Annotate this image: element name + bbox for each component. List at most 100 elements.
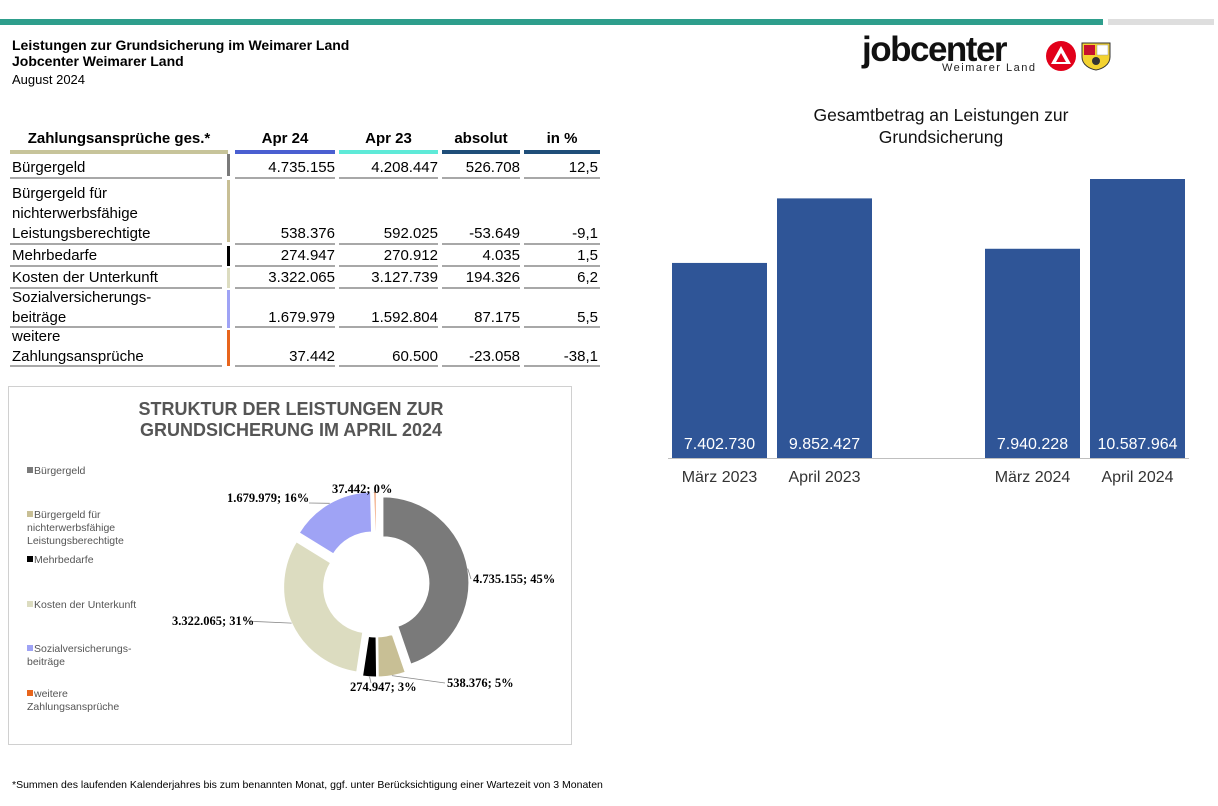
legend-label: Bürgergeld für — [34, 509, 101, 521]
cell-apr23: 4.208.447 — [371, 159, 438, 176]
row-divider — [339, 365, 438, 367]
cell-pct: 6,2 — [577, 269, 598, 286]
row-label-line: nichterwerbsfähige — [12, 205, 138, 222]
cell-apr24: 37.442 — [289, 348, 335, 365]
leader-line — [369, 676, 372, 684]
donut-slice — [373, 490, 377, 532]
row-divider — [442, 287, 520, 289]
bar — [672, 262, 767, 458]
table-header-apr23: Apr 23 — [365, 130, 412, 147]
report-date: August 2024 — [12, 72, 86, 87]
row-divider — [524, 265, 600, 267]
row-divider — [524, 243, 600, 245]
row-divider — [339, 326, 438, 328]
row-marker-weitere — [227, 330, 230, 366]
row-divider — [524, 365, 600, 367]
bar-value-label: 10.587.964 — [1097, 436, 1177, 453]
row-divider — [235, 287, 335, 289]
row-marker-nichterwerbsfaehige — [227, 180, 230, 242]
donut-chart — [243, 490, 472, 684]
bar — [1090, 179, 1185, 458]
cell-absolut: -53.649 — [469, 225, 520, 242]
donut-slice — [382, 496, 470, 665]
donut-slice — [298, 491, 373, 555]
donut-slice — [283, 541, 364, 673]
donut-chart-panel: STRUKTUR DER LEISTUNGEN ZUR GRUNDSICHERU… — [8, 386, 572, 745]
row-marker-unterkunft — [227, 268, 230, 288]
logo-wordmark: jobcenter — [862, 30, 1008, 69]
row-divider — [442, 265, 520, 267]
row-marker-mehrbedarfe — [227, 246, 230, 266]
table-header-pct: in % — [546, 130, 578, 147]
row-divider — [10, 177, 222, 179]
table-header-absolut: absolut — [454, 130, 508, 147]
cell-absolut: 194.326 — [465, 269, 520, 286]
leader-line — [243, 620, 292, 624]
cell-apr23: 270.912 — [383, 247, 438, 264]
legend-swatch — [27, 645, 33, 651]
header-bar-apr24 — [235, 150, 335, 154]
bar-chart: 7.402.730 März 2023 9.852.427 April 2023 7.9… — [668, 179, 1189, 486]
bar-chart-title: Gesamtbetrag an Leistungen zur Grundsich… — [770, 104, 1112, 148]
cell-absolut: 4.035 — [482, 247, 520, 264]
row-divider — [442, 177, 520, 179]
legend-label: beiträge — [27, 656, 65, 668]
legend-swatch — [27, 601, 33, 607]
donut-label-buergergeld: 4.735.155; 45% — [473, 572, 556, 586]
cell-pct: -9,1 — [572, 225, 598, 242]
footnote: *Summen des laufenden Kalenderjahres bis… — [12, 779, 603, 791]
row-divider — [235, 243, 335, 245]
leader-line — [391, 675, 446, 684]
bar-value-label: 9.852.427 — [789, 436, 860, 453]
row-divider — [10, 326, 222, 328]
logo-emblem-icon — [1046, 41, 1076, 71]
row-divider — [10, 265, 222, 267]
legend-swatch — [27, 556, 33, 562]
jobcenter-logo: jobcenter Weimarer Land — [862, 30, 1114, 76]
legend-item-sozialversicherung: Sozialversicherungs- beiträge — [27, 643, 131, 669]
row-label-line: Zahlungsansprüche — [12, 348, 144, 365]
row-divider — [339, 243, 438, 245]
cell-absolut: 526.708 — [465, 159, 520, 176]
payment-claims-table: Zahlungsansprüche ges.* Apr 24 Apr 23 ab… — [10, 128, 602, 368]
cell-apr23: 1.592.804 — [371, 309, 438, 326]
donut-label-sozialversicherung: 1.679.979; 16% — [227, 491, 310, 505]
bar-title-line: Grundsicherung — [878, 127, 1004, 147]
row-divider — [442, 365, 520, 367]
row-divider — [524, 287, 600, 289]
header-bar-absolut — [442, 150, 520, 154]
legend-label: nichterwerbsfähige — [27, 522, 116, 534]
legend-item-mehrbedarfe: Mehrbedarfe — [27, 554, 94, 567]
cell-apr24: 4.735.155 — [268, 159, 335, 176]
row-divider — [524, 177, 600, 179]
row-marker-buergergeld — [227, 154, 230, 176]
cell-apr24: 1.679.979 — [268, 309, 335, 326]
row-label-line: Bürgergeld für — [12, 185, 108, 202]
cell-absolut: -23.058 — [469, 348, 520, 365]
row-divider — [235, 265, 335, 267]
row-label-line: beiträge — [12, 309, 67, 326]
cell-apr24: 538.376 — [280, 225, 335, 242]
donut-title-line: STRUKTUR DER LEISTUNGEN ZUR — [138, 399, 444, 419]
row-divider — [235, 177, 335, 179]
row-divider — [339, 287, 438, 289]
donut-label-weitere: 37.442; 0% — [332, 482, 393, 496]
legend-swatch — [27, 690, 33, 696]
cell-apr23: 60.500 — [392, 348, 438, 365]
donut-title-line: GRUNDSICHERUNG IM APRIL 2024 — [139, 420, 443, 440]
legend-swatch — [27, 467, 33, 473]
header-bar-apr23 — [339, 150, 438, 154]
table-header-category: Zahlungsansprüche ges.* — [27, 130, 211, 147]
cell-apr24: 274.947 — [280, 247, 335, 264]
leader-line — [373, 490, 376, 494]
row-label-line: Sozialversicherungs- — [12, 289, 152, 306]
cell-pct: 5,5 — [577, 309, 598, 326]
row-divider — [442, 326, 520, 328]
cell-apr23: 3.127.739 — [371, 269, 438, 286]
x-tick-label: März 2023 — [682, 469, 758, 486]
legend-item-weitere: weitere Zahlungsansprüche — [27, 688, 119, 714]
row-label-line: weitere — [12, 328, 61, 345]
legend-item-buergergeld: Bürgergeld — [27, 465, 85, 478]
donut-label-unterkunft: 3.322.065; 31% — [172, 614, 255, 628]
donut-label-nichterwerbsfaehige: 538.376; 5% — [447, 676, 514, 690]
